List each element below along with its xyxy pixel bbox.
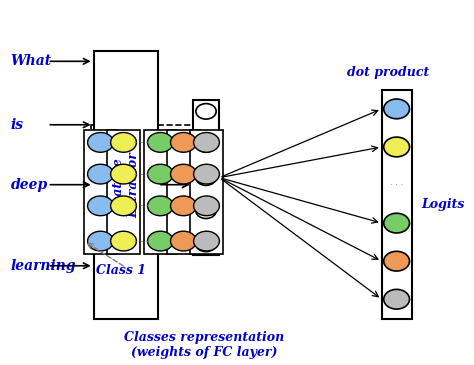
Text: learning: learning: [10, 259, 76, 273]
Circle shape: [110, 196, 137, 216]
Text: dot product: dot product: [347, 66, 429, 79]
Text: What: What: [10, 54, 52, 68]
Circle shape: [196, 170, 216, 185]
Circle shape: [88, 132, 113, 152]
FancyBboxPatch shape: [192, 100, 219, 255]
Circle shape: [196, 203, 216, 219]
Circle shape: [384, 289, 410, 309]
Circle shape: [88, 164, 113, 184]
Circle shape: [147, 132, 173, 152]
Circle shape: [384, 251, 410, 271]
FancyBboxPatch shape: [91, 125, 218, 253]
Circle shape: [193, 164, 219, 184]
Text: Feature
Extractor: Feature Extractor: [112, 152, 140, 218]
FancyBboxPatch shape: [382, 89, 411, 319]
Circle shape: [147, 196, 173, 216]
Text: Class 1: Class 1: [96, 264, 146, 277]
Text: Logits: Logits: [421, 197, 464, 211]
Text: - - -: - - -: [134, 170, 150, 178]
Circle shape: [193, 196, 219, 216]
Text: - - -: - - -: [134, 138, 150, 147]
Text: Classes representation
(weights of FC layer): Classes representation (weights of FC la…: [124, 331, 284, 359]
Circle shape: [110, 132, 137, 152]
Text: - - -: - - -: [134, 201, 150, 210]
Circle shape: [196, 236, 216, 251]
FancyBboxPatch shape: [107, 130, 140, 254]
Circle shape: [171, 132, 196, 152]
Circle shape: [384, 213, 410, 233]
Circle shape: [384, 137, 410, 157]
FancyBboxPatch shape: [167, 130, 200, 254]
Circle shape: [110, 164, 137, 184]
FancyBboxPatch shape: [84, 130, 117, 254]
Circle shape: [196, 137, 216, 152]
FancyBboxPatch shape: [144, 130, 177, 254]
Text: · · ·: · · ·: [390, 181, 403, 189]
Circle shape: [193, 132, 219, 152]
Text: is: is: [10, 118, 24, 132]
Circle shape: [384, 99, 410, 119]
Circle shape: [196, 104, 216, 119]
Circle shape: [110, 231, 137, 251]
Circle shape: [147, 231, 173, 251]
Circle shape: [147, 164, 173, 184]
Circle shape: [171, 164, 196, 184]
Text: deep: deep: [10, 178, 48, 192]
Circle shape: [171, 196, 196, 216]
Circle shape: [171, 231, 196, 251]
Circle shape: [88, 196, 113, 216]
FancyBboxPatch shape: [190, 130, 223, 254]
Text: - - -: - - -: [134, 237, 150, 246]
FancyBboxPatch shape: [93, 51, 158, 319]
Circle shape: [88, 231, 113, 251]
Circle shape: [193, 231, 219, 251]
